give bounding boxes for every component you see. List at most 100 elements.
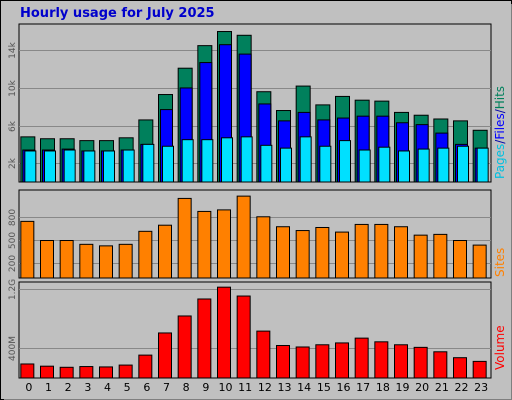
pages-bar [378, 146, 391, 183]
sites-bar [79, 243, 94, 279]
pages-bar [122, 149, 135, 183]
xtick-label: 21 [435, 381, 449, 394]
sites-bar [295, 230, 310, 279]
sites-bar [177, 197, 192, 279]
xtick-label: 16 [337, 381, 351, 394]
volume-bar [315, 344, 330, 379]
sites-bar [276, 226, 290, 279]
sites-bar [20, 220, 35, 279]
pages-bar [476, 147, 489, 183]
sites-bar [354, 223, 369, 279]
xtick-label: 10 [219, 381, 233, 394]
xtick-label: 1 [45, 381, 52, 394]
xtick-label: 9 [202, 381, 209, 394]
volume-bar [276, 345, 290, 379]
volume-panel: 400M 1.2G [8, 279, 492, 379]
sep1: / [493, 139, 507, 144]
volume-bar [453, 357, 467, 379]
hits-files-pages-ytick: 14k [8, 41, 18, 58]
volume-plot-area [18, 281, 492, 379]
xtick-label: 13 [278, 381, 292, 394]
pages-bar [44, 150, 56, 183]
xtick-label: 22 [455, 381, 469, 394]
pages-bar [221, 137, 233, 183]
xtick-label: 11 [238, 381, 252, 394]
sites-bar [256, 216, 271, 279]
volume-bar [295, 346, 310, 379]
pages-bar [339, 140, 351, 183]
pages-bar [260, 144, 273, 183]
volume-bar [374, 341, 389, 379]
pages-bar [24, 150, 37, 183]
pages-bar [162, 145, 174, 183]
pages-bar [201, 139, 214, 183]
xtick-label: 17 [356, 381, 370, 394]
pages-bar [437, 147, 450, 183]
sites-bar [99, 245, 113, 279]
x-axis: 0 1 2 3 4 5 6 7 8 9 10 11 12 13 14 15 16 17 18 19 20 21 22 23 [25, 381, 488, 394]
pages-bar [358, 149, 371, 183]
xtick-label: 4 [104, 381, 111, 394]
pages-bar [417, 148, 430, 183]
volume-ytick: 1.2G [8, 279, 18, 300]
pages-label-text: Pages [493, 144, 507, 179]
sites-bar [197, 210, 212, 279]
volume-bar [472, 360, 487, 379]
volume-bar [79, 366, 94, 379]
volume-bar [118, 364, 133, 379]
xtick-label: 15 [317, 381, 331, 394]
xtick-label: 18 [376, 381, 390, 394]
volume-ytick: 400M [8, 336, 18, 361]
right-axis-labels: Pages/Files/Hits Sites Volume [493, 86, 507, 370]
volume-bar [177, 315, 192, 379]
sites-ytick: 500 [8, 232, 18, 249]
volume-bar [40, 365, 54, 379]
hits-files-pages-ytick: 2k [8, 157, 18, 169]
sites-bar [453, 240, 467, 279]
sites-bar [472, 244, 487, 279]
sep2: / [493, 108, 507, 113]
pages-bar [280, 147, 292, 183]
xtick-label: 14 [297, 381, 311, 394]
xtick-label: 20 [415, 381, 429, 394]
xtick-label: 3 [84, 381, 91, 394]
sites-ytick: 200 [8, 255, 18, 272]
volume-bar [413, 346, 428, 379]
hits-files-pages-ytick: 10k [8, 79, 18, 96]
sites-bar [118, 243, 133, 279]
pages-bar [142, 143, 155, 183]
volume-bar [236, 295, 251, 379]
sites-bar [394, 226, 408, 279]
volume-bar [335, 342, 349, 379]
hits-files-pages-ytick: 6k [8, 120, 18, 132]
xtick-label: 8 [183, 381, 190, 394]
pages-bar [83, 150, 96, 183]
volume-bar [256, 330, 271, 379]
sites-bar [158, 224, 172, 279]
files-label-text: Files [493, 113, 507, 139]
xtick-label: 19 [396, 381, 410, 394]
xtick-label: 23 [474, 381, 488, 394]
pages-bar [299, 136, 312, 183]
xtick-label: 6 [143, 381, 150, 394]
pages-bar [319, 145, 332, 183]
sites-label: Sites [493, 248, 507, 277]
xtick-label: 12 [258, 381, 272, 394]
volume-bar [138, 354, 153, 379]
sites-bar [413, 234, 428, 279]
pages-bar [103, 150, 115, 183]
pages-bar [457, 145, 469, 183]
volume-bar [20, 363, 35, 379]
pages-bar [63, 149, 76, 183]
volume-bar [433, 351, 448, 379]
sites-ytick: 800 [8, 209, 18, 226]
sites-bar [138, 230, 153, 279]
pages-bar [181, 139, 194, 183]
sites-bar [315, 226, 330, 279]
sites-bar [433, 233, 448, 279]
volume-bar [197, 298, 212, 379]
sites-bar [59, 240, 74, 279]
volume-label: Volume [493, 325, 507, 370]
volume-bar [394, 344, 408, 379]
